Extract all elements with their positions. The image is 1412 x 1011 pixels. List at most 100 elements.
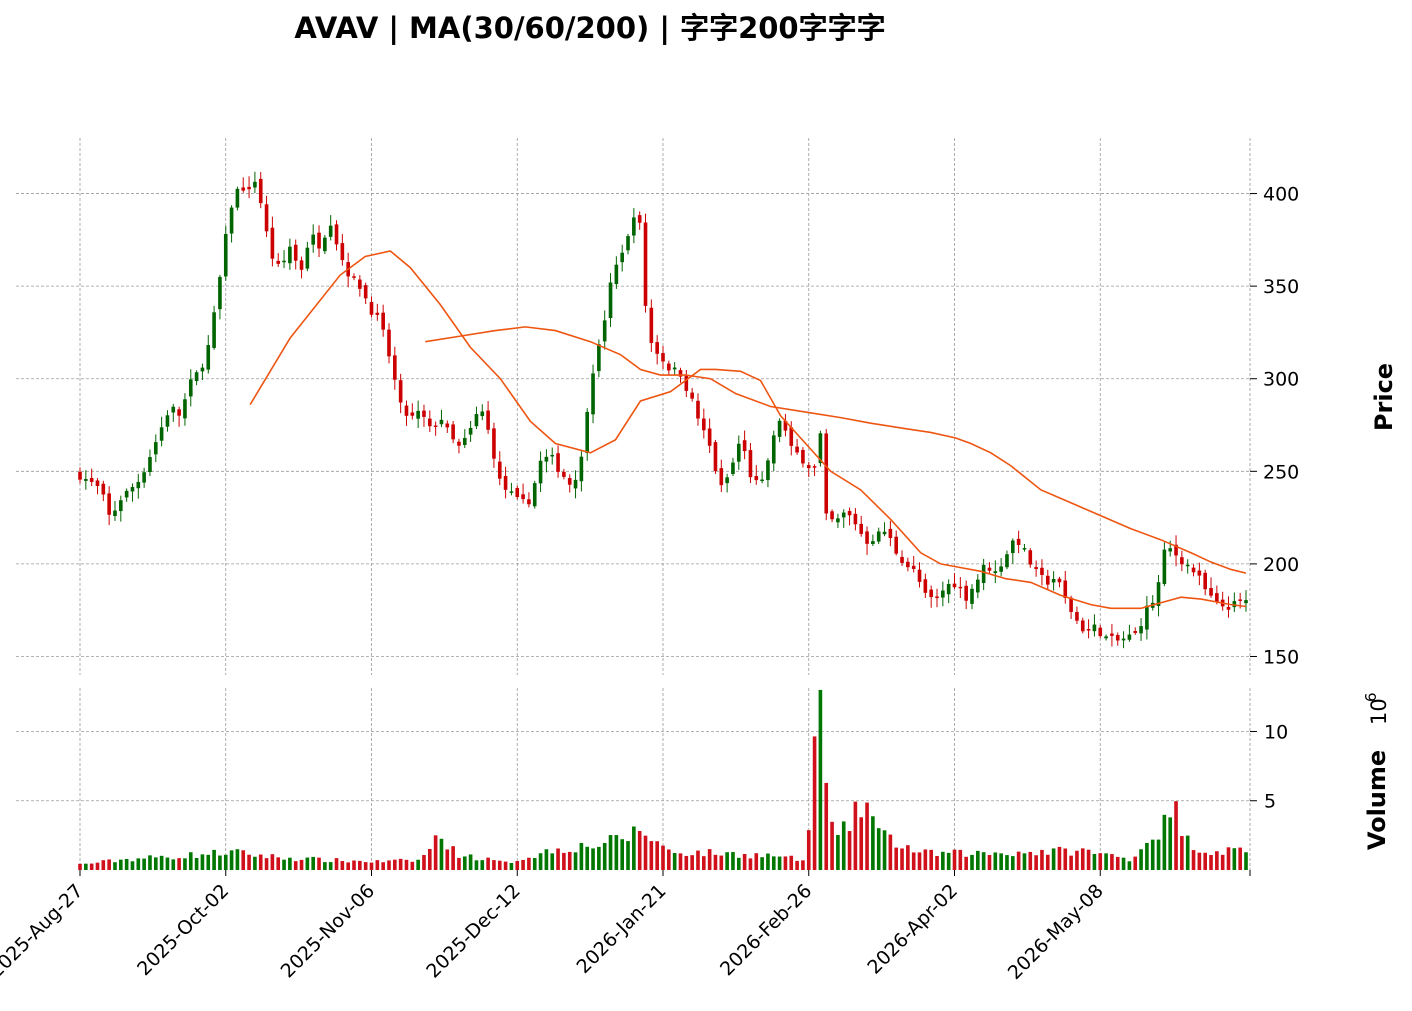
volume-bar xyxy=(346,862,350,870)
volume-bar xyxy=(1244,852,1248,870)
volume-bar xyxy=(270,854,275,870)
volume-bar xyxy=(305,857,310,870)
x-tick-label: 2026-Apr-02 xyxy=(863,880,962,979)
candle-body xyxy=(212,312,216,348)
volume-bar xyxy=(684,855,689,870)
volume-bar xyxy=(119,859,123,870)
candle-body xyxy=(632,217,636,236)
candle-body xyxy=(340,243,345,261)
candle-body xyxy=(497,461,502,479)
volume-bar xyxy=(871,816,875,870)
candle-body xyxy=(532,483,537,507)
candle-body xyxy=(486,410,490,430)
candle-body xyxy=(165,415,170,427)
volume-bar xyxy=(282,859,286,870)
candle-body xyxy=(777,420,782,437)
candle-body xyxy=(911,565,916,569)
candle-body xyxy=(667,363,671,371)
volume-bar xyxy=(614,835,619,870)
volume-bar xyxy=(171,859,176,870)
candle-body xyxy=(637,215,642,223)
candle-body xyxy=(159,427,164,441)
candle-body xyxy=(1215,593,1219,602)
candle-body xyxy=(795,446,799,453)
volume-bar xyxy=(89,863,94,870)
candle-body xyxy=(818,433,823,464)
candle-body xyxy=(194,372,199,382)
candle-body xyxy=(218,276,222,310)
volume-bar xyxy=(410,861,415,870)
volume-bar xyxy=(317,857,321,870)
volume-bar xyxy=(667,849,671,870)
volume-bar xyxy=(253,856,257,870)
candle-body xyxy=(78,471,82,480)
volume-bar xyxy=(177,858,181,870)
volume-bar xyxy=(742,853,747,870)
volume-bar xyxy=(1028,851,1033,870)
volume-axis-label: Volume xyxy=(1363,750,1391,850)
candle-body xyxy=(812,466,817,468)
candle-body xyxy=(393,355,397,380)
ma-line-60 xyxy=(425,326,1247,574)
volume-bar xyxy=(964,856,968,870)
volume-bar xyxy=(865,802,869,870)
candle-body xyxy=(859,523,864,534)
candle-body xyxy=(1139,626,1143,634)
volume-bar xyxy=(649,841,654,870)
candle-body xyxy=(649,307,654,343)
candle-body xyxy=(404,405,409,416)
volume-bar xyxy=(101,860,106,870)
volume-bar xyxy=(573,852,578,870)
candle-body xyxy=(113,510,117,517)
candle-body xyxy=(544,456,549,462)
volume-bar xyxy=(882,830,887,870)
candle-body xyxy=(445,423,450,428)
candle-body xyxy=(1145,605,1149,630)
candle-body xyxy=(1092,624,1097,632)
candle-body xyxy=(264,204,269,232)
volume-bar xyxy=(824,782,829,870)
x-tick-label: 2026-Feb-26 xyxy=(716,880,816,980)
volume-bar xyxy=(223,854,228,870)
volume-bar xyxy=(358,860,362,870)
volume-bar xyxy=(387,860,391,870)
volume-bar xyxy=(1226,847,1231,870)
volume-bar xyxy=(562,852,566,870)
volume-bar xyxy=(1121,857,1126,870)
candle-body xyxy=(462,437,467,446)
volume-bar xyxy=(84,863,88,870)
candle-body xyxy=(1156,582,1161,606)
candle-body xyxy=(771,435,776,464)
volume-bar xyxy=(427,848,432,870)
volume-bar xyxy=(911,852,916,870)
candle-body xyxy=(1110,633,1114,636)
candle-body xyxy=(824,433,829,514)
volume-bar xyxy=(159,855,164,870)
volume-bar xyxy=(830,821,834,870)
candle-body xyxy=(830,511,834,520)
candle-body xyxy=(1238,599,1242,601)
volume-bar xyxy=(696,850,700,870)
candle-body xyxy=(841,512,846,518)
candle-body xyxy=(235,188,240,208)
candle-body xyxy=(573,479,578,489)
candle-body xyxy=(853,513,858,525)
volume-bar xyxy=(777,856,782,870)
volume-bar xyxy=(818,689,823,870)
candle-body xyxy=(766,460,770,481)
volume-bar xyxy=(486,857,490,870)
candle-body xyxy=(882,531,887,535)
volume-bar xyxy=(702,856,706,870)
candle-body xyxy=(1115,634,1120,641)
candle-body xyxy=(661,353,665,362)
candle-body xyxy=(929,589,933,598)
candle-body xyxy=(806,465,811,469)
volume-bar xyxy=(946,852,951,870)
volume-bar xyxy=(457,857,461,870)
candle-body xyxy=(801,449,805,464)
candle-body xyxy=(608,282,613,318)
candle-body xyxy=(480,411,485,417)
volume-bar xyxy=(194,858,199,870)
volume-bar xyxy=(637,831,642,870)
